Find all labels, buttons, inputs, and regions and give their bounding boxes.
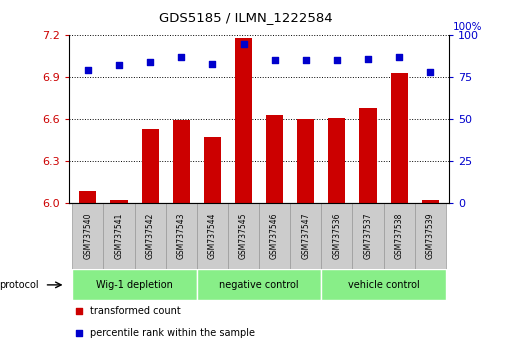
Text: protocol: protocol [0, 280, 39, 290]
Point [115, 63, 123, 68]
Text: GSM737541: GSM737541 [114, 213, 124, 259]
Point [270, 58, 279, 63]
Bar [173, 120, 190, 202]
Text: GSM737539: GSM737539 [426, 213, 435, 259]
Bar [197, 269, 321, 301]
Text: GSM737537: GSM737537 [364, 213, 372, 259]
Text: negative control: negative control [219, 280, 299, 290]
Bar [142, 129, 159, 202]
Text: GSM737542: GSM737542 [146, 213, 154, 259]
Point [84, 68, 92, 73]
Bar [72, 269, 197, 301]
Bar [321, 202, 352, 269]
Text: GSM737536: GSM737536 [332, 213, 341, 259]
Point [208, 61, 216, 67]
Bar [297, 119, 314, 202]
Text: vehicle control: vehicle control [348, 280, 420, 290]
Point [395, 54, 403, 60]
Text: GSM737545: GSM737545 [239, 213, 248, 259]
Bar [384, 202, 415, 269]
Bar [290, 202, 321, 269]
Text: GDS5185 / ILMN_1222584: GDS5185 / ILMN_1222584 [160, 11, 333, 24]
Point [426, 69, 435, 75]
Bar [72, 202, 104, 269]
Bar [321, 269, 446, 301]
Text: GSM737538: GSM737538 [394, 213, 404, 259]
Bar [166, 202, 197, 269]
Point [302, 58, 310, 63]
Bar [390, 73, 408, 202]
Point [240, 41, 248, 47]
Text: percentile rank within the sample: percentile rank within the sample [90, 328, 255, 338]
Point [75, 308, 83, 314]
Text: GSM737547: GSM737547 [301, 213, 310, 259]
Bar [197, 202, 228, 269]
Bar [235, 38, 252, 202]
Bar [104, 202, 134, 269]
Point [333, 58, 341, 63]
Bar [266, 115, 283, 202]
Bar [328, 118, 345, 202]
Bar [422, 200, 439, 202]
Bar [134, 202, 166, 269]
Text: GSM737540: GSM737540 [84, 213, 92, 259]
Bar [259, 202, 290, 269]
Text: 100%: 100% [452, 22, 482, 32]
Point [177, 54, 185, 60]
Point [146, 59, 154, 65]
Text: Wig-1 depletion: Wig-1 depletion [96, 280, 173, 290]
Bar [360, 108, 377, 202]
Point [364, 56, 372, 62]
Text: GSM737546: GSM737546 [270, 213, 279, 259]
Bar [80, 192, 96, 202]
Bar [204, 137, 221, 202]
Bar [228, 202, 259, 269]
Point [75, 330, 83, 336]
Text: transformed count: transformed count [90, 306, 181, 316]
Text: GSM737543: GSM737543 [177, 213, 186, 259]
Bar [110, 200, 128, 202]
Bar [352, 202, 384, 269]
Bar [415, 202, 446, 269]
Text: GSM737544: GSM737544 [208, 213, 217, 259]
